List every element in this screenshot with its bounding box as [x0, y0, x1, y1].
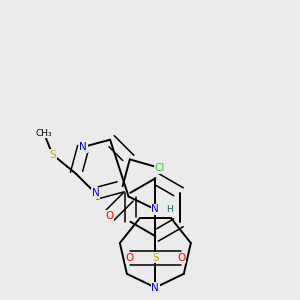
Text: O: O	[125, 253, 134, 262]
Text: N: N	[80, 142, 87, 152]
Text: O: O	[105, 211, 113, 221]
Text: O: O	[177, 253, 185, 262]
Text: N: N	[152, 283, 159, 292]
Text: H: H	[167, 205, 173, 214]
Text: S: S	[49, 149, 56, 160]
Text: Cl: Cl	[154, 163, 165, 173]
Text: S: S	[152, 253, 159, 262]
Text: N: N	[152, 204, 159, 214]
Text: N: N	[92, 188, 100, 199]
Text: CH₃: CH₃	[36, 129, 52, 138]
